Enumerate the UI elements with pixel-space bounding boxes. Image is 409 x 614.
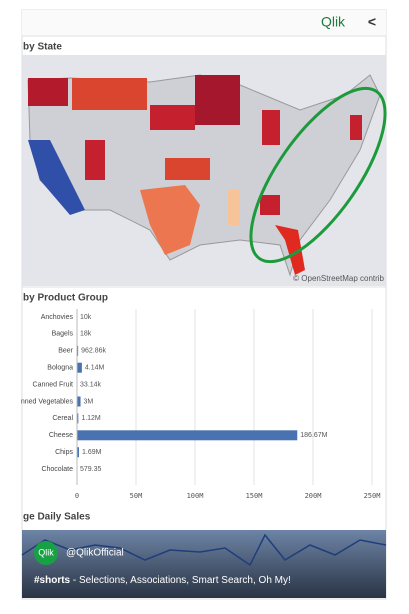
y-tick-label: Bologna <box>47 365 73 372</box>
value-label: 579.35 <box>80 466 102 473</box>
y-tick-label: Beer <box>58 348 73 355</box>
value-label: 3M <box>84 398 94 405</box>
value-label: 1.12M <box>81 415 101 422</box>
bar <box>77 363 82 373</box>
state <box>28 78 68 106</box>
video-overlay <box>22 530 386 598</box>
caption: #shorts - Selections, Associations, Smar… <box>34 575 291 586</box>
y-tick-label: Cheese <box>49 432 73 439</box>
x-tick-label: 100M <box>187 492 204 500</box>
attribution: © OpenStreetMap contrib <box>293 274 384 283</box>
caption-text: - Selections, Associations, Smart Search… <box>70 575 291 586</box>
value-label: 1.69M <box>82 449 102 456</box>
value-label: 962.86k <box>81 348 106 355</box>
section-title: ge Daily Sales <box>23 512 91 523</box>
badge-text: Qlik <box>38 547 54 557</box>
map: © OpenStreetMap contrib <box>22 55 409 286</box>
x-tick-label: 150M <box>246 492 263 500</box>
bar <box>77 397 81 407</box>
bar <box>77 430 297 440</box>
value-label: 186.67M <box>300 432 327 439</box>
state <box>85 140 105 180</box>
y-tick-label: Cereal <box>52 415 73 422</box>
tag: #shorts <box>34 575 71 586</box>
y-tick-label: nned Vegetables <box>21 398 74 405</box>
y-tick-label: Chocolate <box>41 466 73 473</box>
state <box>350 115 362 140</box>
value-label: 33.14k <box>80 381 102 388</box>
state <box>72 78 147 110</box>
value-label: 10k <box>80 314 92 321</box>
state <box>150 105 195 130</box>
value-label: 18k <box>80 331 92 338</box>
x-tick-label: 250M <box>364 492 381 500</box>
y-tick-label: Chips <box>55 449 73 456</box>
map-title: by State <box>23 42 62 53</box>
logo: Qlik <box>321 14 346 30</box>
state <box>262 110 280 145</box>
state <box>195 75 240 125</box>
chart-title: by Product Group <box>23 293 108 304</box>
y-tick-label: Canned Fruit <box>33 381 74 388</box>
state <box>165 158 210 180</box>
state <box>260 195 280 215</box>
handle[interactable]: @QlikOfficial <box>66 548 124 559</box>
value-label: 4.14M <box>85 365 105 372</box>
back-button[interactable]: < <box>368 14 376 30</box>
y-tick-label: Bagels <box>52 331 74 338</box>
y-tick-label: Anchovies <box>41 314 74 321</box>
x-tick-label: 50M <box>130 492 143 500</box>
x-tick-label: 0 <box>75 492 79 500</box>
x-tick-label: 200M <box>305 492 322 500</box>
state <box>228 190 240 225</box>
